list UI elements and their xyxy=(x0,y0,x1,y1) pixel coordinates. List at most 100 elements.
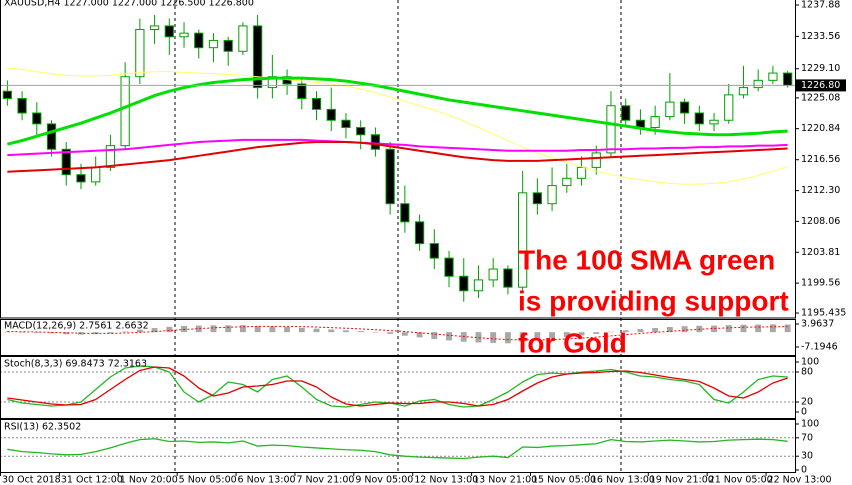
x-tick-label: 9 Nov 05:00 xyxy=(355,475,413,485)
x-tick-label: 13 Nov 21:00 xyxy=(473,475,537,485)
candle-body xyxy=(194,32,204,49)
macd-bar xyxy=(269,326,276,333)
candle-body xyxy=(91,166,101,183)
y-tick-label: 1216.56 xyxy=(801,154,840,165)
macd-bar xyxy=(401,332,408,336)
panel-title: RSI(13) 62.3502 xyxy=(4,422,81,433)
x-tick-label: 15 Nov 05:00 xyxy=(532,475,596,485)
candle-body xyxy=(606,105,616,154)
macd-bar xyxy=(622,330,629,333)
candle-body xyxy=(414,221,425,245)
macd-bar xyxy=(298,327,305,333)
y-tick-label: 70 xyxy=(801,432,813,443)
macd-bar xyxy=(446,332,452,341)
candle-body xyxy=(591,152,601,168)
y-tick-label: -7.1946 xyxy=(801,341,838,352)
macd-bar xyxy=(490,332,497,343)
macd-bar xyxy=(593,332,600,335)
macd-bar xyxy=(122,331,129,333)
macd-bar xyxy=(769,324,776,333)
macd-bar xyxy=(33,332,40,333)
y-tick-label: 1195.435 xyxy=(801,308,846,319)
candle-body xyxy=(709,119,719,125)
candle-body xyxy=(326,108,336,121)
x-tick-label: 19 Nov 21:00 xyxy=(650,475,714,485)
candle-body xyxy=(46,123,57,150)
candle-body xyxy=(223,39,233,52)
annotation: is providing support xyxy=(518,285,789,316)
last-price-box xyxy=(796,79,846,92)
macd-bar xyxy=(637,329,644,333)
y-tick-label: 100 xyxy=(801,357,819,368)
stoch-panel xyxy=(0,356,796,419)
x-tick-label: 21 Nov 05:00 xyxy=(709,475,773,485)
y-tick-label: 0 xyxy=(801,465,807,476)
candle-body xyxy=(208,39,219,49)
candle-body xyxy=(650,116,660,129)
candle-body xyxy=(76,174,86,183)
macd-bar xyxy=(107,332,114,334)
panel-title: MACD(12,26,9) 2.7561 2.6632 xyxy=(4,321,149,332)
macd-bar xyxy=(475,332,482,343)
y-tick-label: 20 xyxy=(801,397,813,408)
candle-body xyxy=(724,94,734,121)
candle-body xyxy=(768,72,778,81)
candle-body xyxy=(238,25,248,52)
candle-body xyxy=(783,72,793,86)
y-tick-label: 30 xyxy=(801,451,813,462)
candle-body xyxy=(532,192,542,205)
candle-body xyxy=(149,25,160,31)
candle-body xyxy=(576,166,587,179)
candle-body xyxy=(356,127,366,136)
macd-bar xyxy=(151,328,158,333)
macd-bar xyxy=(343,330,349,333)
macd-bar xyxy=(504,332,511,344)
y-tick-label: 1199.56 xyxy=(801,278,840,289)
x-tick-label: 6 Nov 13:00 xyxy=(238,475,296,485)
macd-bar xyxy=(225,325,232,333)
macd-bar xyxy=(519,332,526,342)
y-tick-label: 3.9637 xyxy=(801,318,834,329)
macd-bar xyxy=(387,332,394,334)
candle-body xyxy=(164,25,174,38)
moving-average xyxy=(7,67,788,185)
macd-bar xyxy=(666,327,673,333)
y-tick-label: 1225.08 xyxy=(801,92,840,103)
macd-bar xyxy=(239,325,246,333)
macd-panel xyxy=(0,319,796,356)
macd-bar xyxy=(254,325,261,333)
x-tick-label: 30 Oct 2018 xyxy=(2,475,61,485)
macd-bar xyxy=(166,326,173,333)
macd-bar xyxy=(549,332,556,339)
macd-bar xyxy=(313,328,320,333)
y-tick-label: 100 xyxy=(801,419,819,430)
x-tick-label: 31 Oct 12:00 xyxy=(61,475,123,485)
candle-body xyxy=(370,134,381,150)
candle-body xyxy=(429,243,439,259)
y-tick-label: 1208.06 xyxy=(801,216,840,227)
moving-average xyxy=(7,138,788,157)
candle-body xyxy=(444,257,454,277)
macd-bar xyxy=(19,331,26,333)
candle-body xyxy=(694,112,704,125)
candle-body xyxy=(2,90,12,99)
macd-bar xyxy=(328,329,335,333)
candle-body xyxy=(738,87,749,96)
y-tick-label: 0 xyxy=(801,407,807,418)
x-tick-label: 5 Nov 05:00 xyxy=(179,475,237,485)
main-panel xyxy=(0,0,796,319)
macd-bar xyxy=(740,324,747,333)
macd-bar xyxy=(652,328,659,333)
macd-bar xyxy=(195,325,202,333)
candle-body xyxy=(385,148,395,205)
candle-body xyxy=(253,25,263,89)
last-price-label: 1226.80 xyxy=(801,80,840,91)
annotation: for Gold xyxy=(518,327,627,358)
y-tick-label: 1229.10 xyxy=(801,63,840,74)
y-tick-label: 1203.81 xyxy=(801,247,840,258)
x-tick-label: 16 Nov 13:00 xyxy=(591,475,655,485)
candle-body xyxy=(503,268,513,288)
